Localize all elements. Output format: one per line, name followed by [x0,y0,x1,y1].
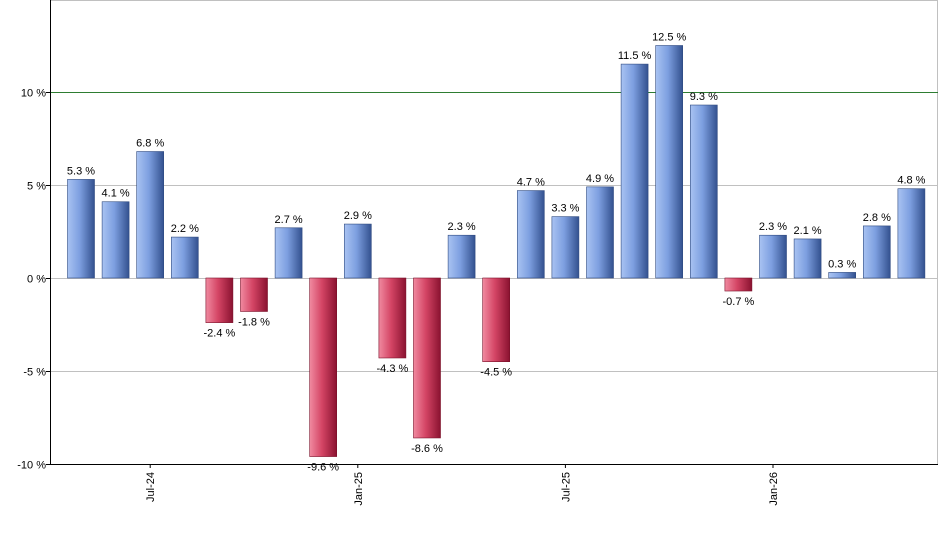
gridlines [50,0,938,464]
data-label: 4.8 % [897,175,925,187]
bar-negative [482,277,511,362]
data-label: 0.3 % [828,258,856,270]
data-label: -2.4 % [204,328,236,340]
bar-positive [793,238,822,279]
bar-positive [447,234,476,279]
data-label: 4.9 % [586,173,614,185]
bar-positive [171,236,199,279]
bar-positive [689,104,718,279]
x-tick-label: Jul-24 [145,472,157,502]
data-label: -9.6 % [307,462,339,474]
bar-positive [274,227,303,279]
data-labels: 5.3 % 4.1 % 6.8 % 2.2 % -2.4 %-1.8 % 2.7 % -9.… [67,32,926,474]
y-tick-label: -10 % [17,460,46,472]
data-label: 2.8 % [863,212,891,224]
bar-positive [551,216,580,279]
bar-positive [897,188,926,279]
bar-negative [378,277,407,359]
data-label: 6.8 % [136,138,164,150]
bar-positive [136,151,164,279]
data-label: 2.9 % [344,210,372,222]
data-label: 2.3 % [448,221,476,233]
data-label: 4.7 % [517,177,545,189]
bar-positive [101,201,130,279]
data-label: 2.1 % [794,225,822,237]
y-tick-label: 0 % [27,274,46,286]
bars [67,45,926,457]
x-tick-label: Jan-26 [768,472,780,506]
data-label: 5.3 % [67,165,95,177]
y-tick-label: 10 % [21,88,46,100]
bar-negative [413,277,441,439]
data-label: 4.1 % [102,188,130,200]
bar-positive [586,186,614,279]
data-label: 11.5 % [618,50,652,62]
bar-positive [343,223,372,279]
bar-positive [759,234,787,279]
axes: -10 % -5 % 0 % 5 % 10 % Jul-24 Jan-25 Jul-25 Jan… [17,0,938,506]
bar-negative [309,277,338,457]
y-tick-label: 5 % [27,181,46,193]
bar-negative [240,277,268,312]
data-label: 2.2 % [171,223,199,235]
x-tick-label: Jan-25 [353,472,365,506]
data-label: 2.3 % [759,221,787,233]
data-label: -4.5 % [480,367,512,379]
x-tick-label: Jul-25 [560,472,572,502]
bar-positive [862,225,891,279]
data-label: 9.3 % [690,91,718,103]
bar-positive [67,179,95,279]
bar-negative [724,277,753,292]
y-tick-label: -5 % [23,367,46,379]
bar-positive [828,272,857,279]
bar-positive [620,63,649,279]
data-label: -0.7 % [723,296,755,308]
data-label: 3.3 % [551,203,579,215]
data-label: 2.7 % [275,214,303,226]
bar-negative [205,277,234,323]
data-label: -1.8 % [238,316,270,328]
data-label: 12.5 % [652,32,686,44]
bar-positive [655,45,684,279]
bar-positive [516,190,545,279]
data-label: -4.3 % [377,363,409,375]
data-label: -8.6 % [411,443,443,455]
